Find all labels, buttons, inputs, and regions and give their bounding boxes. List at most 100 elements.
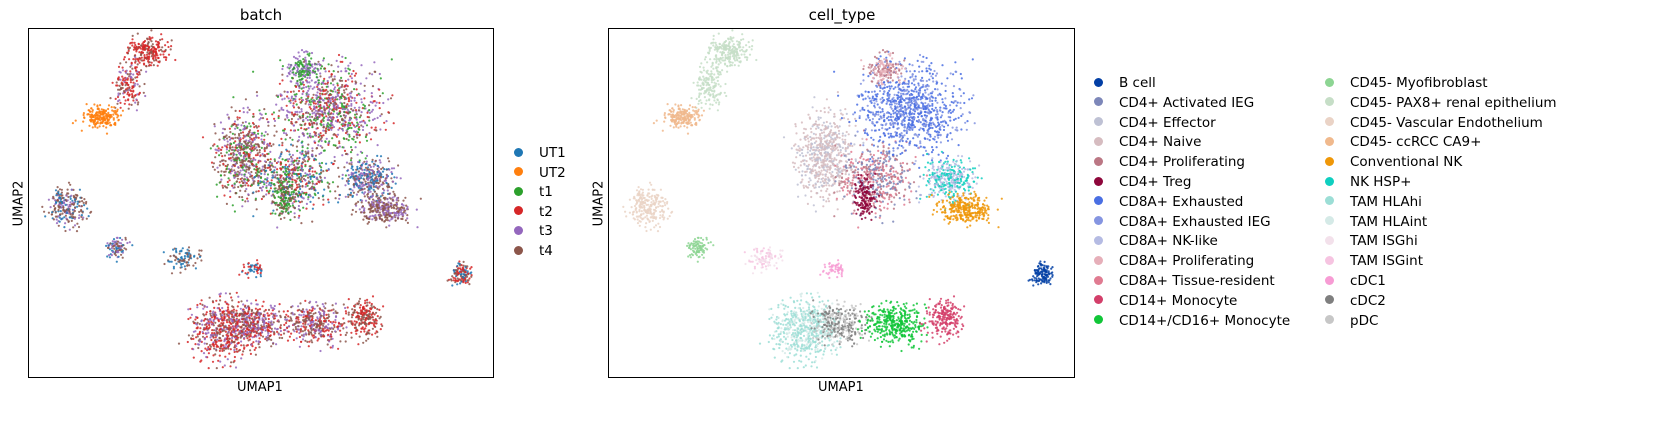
legend-label: t1: [539, 184, 553, 201]
legend-item-tam-isgint: TAM ISGint: [1325, 253, 1423, 269]
legend-item-nk-hsp: NK HSP+: [1325, 174, 1411, 190]
legend-label: CD8A+ Exhausted: [1119, 193, 1244, 210]
cluster-ccrcc: [652, 103, 705, 135]
legend-item-cd4-effector: CD4+ Effector: [1094, 115, 1216, 131]
legend-marker: [1325, 255, 1334, 265]
legend-item-cd45-ccrcc-ca9: CD45- ccRCC CA9+: [1325, 134, 1481, 150]
legend-marker: [1094, 235, 1103, 245]
legend-marker: [514, 206, 523, 216]
cluster-myofib: [686, 236, 715, 263]
cluster-vasc-endo: [622, 181, 674, 233]
legend-item-cd8a-tissue-resident: CD8A+ Tissue-resident: [1094, 273, 1275, 289]
legend-marker: [1094, 255, 1103, 265]
cluster-treg: [272, 172, 300, 221]
legend-marker: [514, 245, 523, 255]
legend-item-conventional-nk: Conventional NK: [1325, 154, 1462, 170]
cluster-myeloid-mono: [275, 299, 348, 353]
legend-item-cd45-myofibroblast: CD45- Myofibroblast: [1325, 75, 1488, 91]
legend-item-cd4-naive: CD4+ Naive: [1094, 134, 1201, 150]
legend-marker: [1325, 196, 1334, 206]
legend-marker: [1094, 176, 1103, 186]
legend-label: CD14+/CD16+ Monocyte: [1119, 312, 1291, 329]
cluster-tcell-left: [782, 91, 865, 213]
batch-umap-plot-area: [28, 28, 494, 378]
legend-item-cdc2: cDC2: [1325, 293, 1386, 309]
legend-label: CD4+ Activated IEG: [1119, 94, 1255, 111]
cluster-myofib: [105, 236, 134, 263]
cluster-conv-nk: [928, 190, 1003, 229]
legend-label: t4: [539, 243, 553, 259]
legend-label: B cell: [1119, 75, 1156, 91]
legend-label: CD4+ Effector: [1119, 114, 1216, 131]
cluster-myeloid-mono: [856, 299, 929, 353]
legend-item-cd8a-exhausted-ieg: CD8A+ Exhausted IEG: [1094, 214, 1271, 230]
legend-marker: [1094, 136, 1103, 146]
legend-marker: [1325, 295, 1334, 305]
cluster-conv-nk: [347, 190, 422, 229]
cluster-pax8-top: [123, 29, 177, 68]
legend-item-b-cell: B cell: [1094, 75, 1156, 91]
legend-item-ut2: UT2: [514, 165, 566, 181]
legend-item-cd4-treg: CD4+ Treg: [1094, 174, 1191, 190]
legend-label: NK HSP+: [1350, 174, 1412, 190]
legend-marker: [1325, 117, 1334, 127]
cluster-tcell-left: [201, 91, 284, 213]
legend-item-cd4-proliferating: CD4+ Proliferating: [1094, 154, 1245, 170]
cluster-cd8-top: [252, 50, 395, 169]
cluster-pax8-top: [704, 29, 758, 68]
legend-item-tam-hlahi: TAM HLAhi: [1325, 194, 1422, 210]
legend-item-cd14-cd16-monocyte: CD14+/CD16+ Monocyte: [1094, 313, 1290, 329]
legend-item-t3: t3: [514, 223, 553, 239]
cell-type-x-axis-label: UMAP1: [818, 380, 864, 395]
cluster-tam-isg: [162, 246, 203, 275]
cluster-tam-isg: [743, 246, 784, 275]
cell-type-panel-title: cell_type: [808, 6, 876, 24]
legend-label: CD45- PAX8+ renal epithelium: [1350, 94, 1557, 111]
legend-label: CD45- Vascular Endothelium: [1350, 114, 1543, 131]
legend-item-cd45-vascular-endothelium: CD45- Vascular Endothelium: [1325, 115, 1543, 131]
legend-marker: [1325, 235, 1334, 245]
legend-label: TAM ISGhi: [1350, 233, 1418, 250]
cluster-cdc1: [819, 259, 844, 279]
cluster-b-cell: [446, 260, 473, 287]
legend-label: CD4+ Treg: [1119, 174, 1192, 190]
legend-marker: [1325, 156, 1334, 166]
legend-label: TAM HLAint: [1350, 213, 1428, 230]
legend-item-ut1: UT1: [514, 145, 566, 161]
cluster-cd8-prolif: [860, 49, 907, 87]
legend-item-pdc: pDC: [1325, 313, 1378, 329]
cluster-myeloid-cdc2: [228, 299, 292, 348]
legend-label: CD8A+ Proliferating: [1119, 253, 1255, 270]
batch-x-axis-label: UMAP1: [237, 380, 283, 395]
legend-marker: [1325, 216, 1334, 226]
legend-marker: [514, 147, 523, 157]
cluster-cdc1: [238, 259, 263, 279]
legend-item-cd14-monocyte: CD14+ Monocyte: [1094, 293, 1237, 309]
legend-label: CD4+ Proliferating: [1119, 154, 1245, 171]
cluster-pax8-tail: [109, 56, 148, 112]
batch-y-axis-label: UMAP2: [11, 180, 27, 227]
legend-item-t2: t2: [514, 204, 553, 220]
legend-label: CD8A+ NK-like: [1119, 233, 1218, 250]
legend-label: cDC2: [1350, 292, 1386, 309]
cluster-b-cell: [1027, 260, 1054, 287]
legend-marker: [1325, 315, 1334, 325]
cluster-ccrcc: [71, 103, 124, 135]
legend-marker: [1094, 216, 1103, 226]
legend-item-cd8a-nk-like: CD8A+ NK-like: [1094, 233, 1218, 249]
legend-label: TAM HLAhi: [1350, 193, 1422, 210]
legend-item-tam-hlaint: TAM HLAint: [1325, 214, 1427, 230]
cluster-pax8-tail: [690, 56, 729, 112]
cluster-cd8-top: [833, 50, 976, 169]
legend-label: cDC1: [1350, 273, 1386, 289]
cluster-myeloid-left: [177, 291, 265, 370]
cluster-cd14-mono: [337, 295, 385, 346]
legend-marker: [1094, 77, 1103, 87]
legend-marker: [1094, 97, 1103, 107]
legend-marker: [1094, 275, 1103, 285]
legend-label: TAM ISGint: [1350, 253, 1423, 270]
legend-label: CD8A+ Tissue-resident: [1119, 273, 1275, 289]
cluster-cd8-prolif: [279, 49, 326, 87]
legend-marker: [1094, 196, 1103, 206]
legend-item-cd8a-proliferating: CD8A+ Proliferating: [1094, 253, 1254, 269]
